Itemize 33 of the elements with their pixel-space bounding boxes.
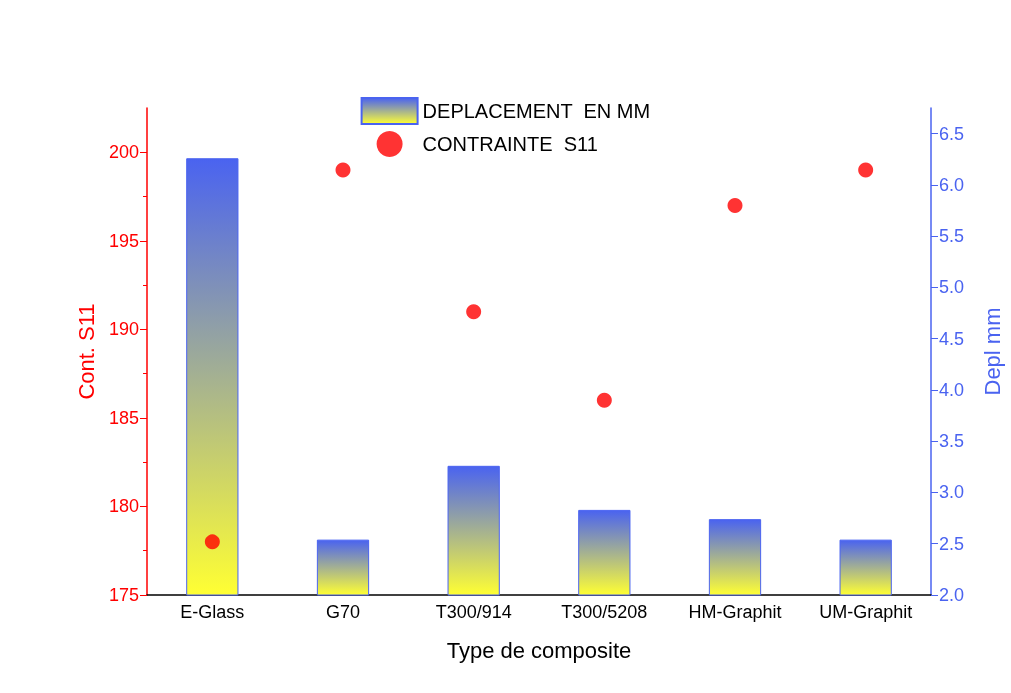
y2-tick-label: 2.5 bbox=[939, 533, 965, 554]
y-tick-label: 195 bbox=[108, 230, 139, 251]
y2-tick-label: 6.5 bbox=[939, 123, 965, 144]
y-tick-label: 190 bbox=[108, 319, 139, 340]
point bbox=[727, 197, 743, 213]
x-tick-label: T300/5208 bbox=[561, 602, 648, 622]
y-axis-title: Cont. S11 bbox=[73, 303, 99, 400]
y2-tick-label: 4.5 bbox=[939, 328, 965, 349]
point bbox=[596, 392, 612, 408]
point bbox=[466, 304, 482, 320]
point bbox=[204, 534, 220, 550]
legend-label: DEPLACEMENT EN MM bbox=[422, 100, 651, 122]
point bbox=[858, 162, 874, 178]
x-axis-title: Type de composite bbox=[446, 637, 632, 663]
legend-label: CONTRAINTE S11 bbox=[422, 133, 598, 155]
y-tick-label: 185 bbox=[108, 407, 139, 428]
y-tick-label: 200 bbox=[108, 142, 139, 163]
y-tick-label: 180 bbox=[108, 496, 139, 517]
y2-tick-label: 4.0 bbox=[939, 379, 965, 400]
x-tick-label: UM-Graphit bbox=[819, 602, 913, 622]
y2-tick-label: 5.5 bbox=[939, 226, 965, 247]
y-tick-label: 175 bbox=[108, 585, 139, 605]
y2-tick-label: 3.0 bbox=[939, 482, 965, 503]
x-tick-label: G70 bbox=[325, 602, 361, 622]
y2-axis-title: Depl mm bbox=[979, 307, 1005, 396]
y2-tick-label: 5.0 bbox=[939, 277, 965, 298]
point bbox=[335, 162, 351, 178]
x-tick-label: E-Glass bbox=[180, 602, 245, 622]
x-tick-label: T300/914 bbox=[435, 602, 512, 622]
y2-tick-label: 6.0 bbox=[939, 174, 965, 195]
x-tick-label: HM-Graphit bbox=[688, 602, 782, 622]
y2-tick-label: 3.5 bbox=[939, 431, 965, 452]
y2-tick-label: 2.0 bbox=[939, 585, 965, 605]
